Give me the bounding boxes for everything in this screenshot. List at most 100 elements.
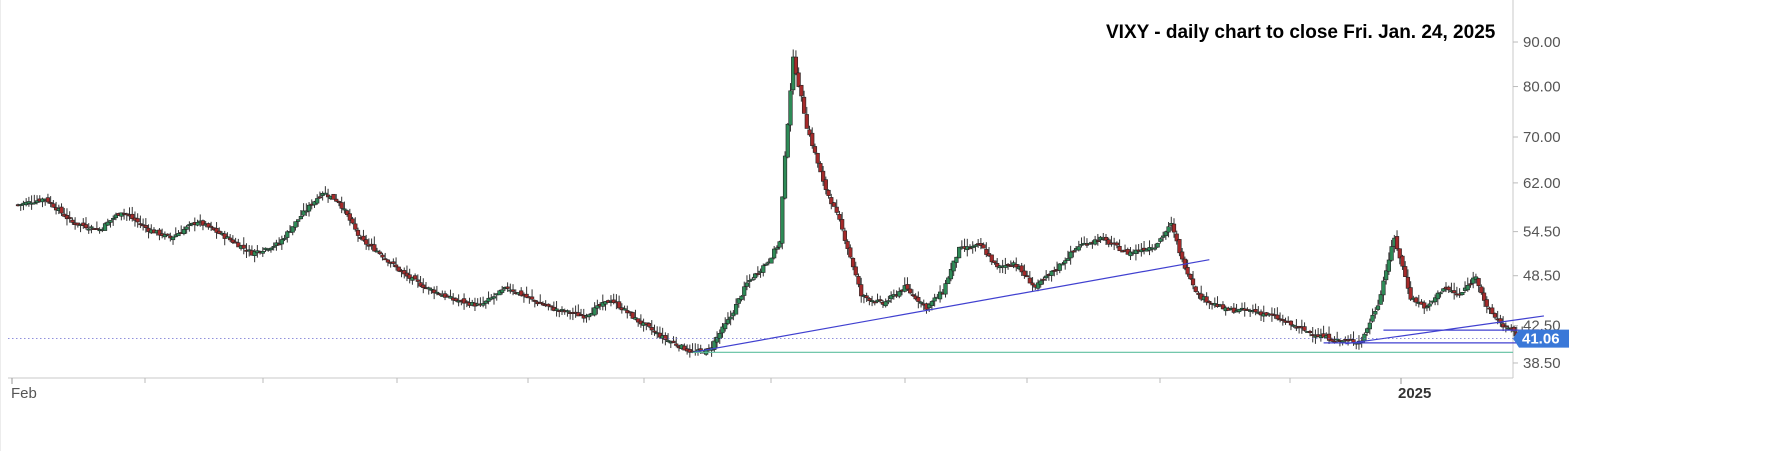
last-price-tag [1513, 329, 1569, 348]
candle-up [301, 210, 306, 216]
candle-down [1027, 277, 1032, 284]
candle-down [829, 197, 834, 205]
candle-up [1433, 297, 1438, 303]
candle-down [1041, 278, 1046, 281]
candle-up [1166, 226, 1171, 233]
candle-down [984, 249, 989, 255]
candle-down [529, 296, 535, 300]
candle-up [733, 304, 739, 315]
candle-down [165, 233, 170, 236]
candle-down [67, 217, 72, 219]
candle-up [181, 229, 187, 235]
candle-up [1139, 249, 1144, 253]
candle-down [135, 218, 140, 223]
candle-down [837, 214, 842, 220]
candle-down [1095, 240, 1100, 242]
candle-down [1180, 251, 1185, 260]
candle-up [108, 220, 113, 223]
candle-down [850, 257, 856, 268]
candle-down [1394, 236, 1400, 250]
candle-up [263, 247, 268, 250]
candle-down [364, 239, 369, 245]
candle-up [1291, 324, 1296, 327]
candle-down [377, 251, 382, 255]
candle-up [491, 296, 497, 299]
candle-up [1378, 294, 1383, 305]
candle-up [225, 236, 230, 239]
candle-up [937, 291, 943, 300]
candle-down [1288, 320, 1294, 326]
candle-up [486, 297, 491, 302]
candle-up [315, 198, 320, 204]
candle-up [785, 123, 790, 158]
candle-up [105, 221, 110, 226]
candle-down [345, 210, 350, 215]
candle-down [1022, 270, 1027, 276]
candle-down [418, 282, 423, 287]
candle-up [1060, 263, 1065, 266]
candle-down [671, 340, 676, 343]
candle-down [1008, 265, 1013, 268]
candle-down [407, 274, 412, 279]
candle-down [383, 258, 388, 261]
candle-down [1408, 287, 1413, 300]
candle-down [143, 225, 148, 228]
candle-up [1424, 306, 1430, 309]
candle-down [646, 323, 652, 327]
candle-up [742, 286, 747, 296]
candle-up [306, 204, 312, 212]
candle-up [1065, 258, 1071, 261]
candle-down [859, 284, 864, 297]
candle-down [532, 300, 537, 302]
candle-down [505, 286, 510, 289]
candle-up [298, 216, 303, 220]
candle-down [630, 312, 635, 319]
candle-down [617, 301, 622, 309]
candle-down [1400, 255, 1405, 267]
candle-up [587, 314, 592, 318]
candle-up [1128, 251, 1133, 257]
candle-up [1370, 314, 1375, 322]
candle-down [222, 233, 227, 239]
candle-up [89, 226, 94, 229]
candle-down [1019, 265, 1024, 273]
candle-up [1044, 275, 1049, 279]
candle-down [1351, 339, 1356, 343]
candle-up [595, 305, 600, 309]
candle-down [755, 273, 760, 275]
candle-down [372, 244, 377, 252]
candle-up [500, 289, 505, 293]
candle-down [796, 72, 801, 87]
candle-down [823, 179, 828, 190]
candle-down [981, 244, 986, 249]
candle-up [323, 192, 328, 195]
candle-up [1003, 265, 1008, 268]
candle-down [1280, 319, 1285, 321]
candle-up [943, 283, 948, 295]
candle-down [241, 244, 246, 249]
candle-down [1005, 264, 1011, 266]
candle-down [1220, 304, 1226, 310]
candle-down [461, 298, 467, 304]
candle-up [1049, 270, 1054, 276]
candle-down [1188, 273, 1193, 280]
candle-down [1204, 296, 1209, 303]
candle-down [799, 84, 804, 97]
candle-down [1422, 302, 1427, 309]
candle-down [1307, 330, 1313, 334]
candle-up [723, 323, 728, 330]
candle-down [546, 303, 551, 307]
candle-down [1302, 326, 1307, 331]
candle-up [1384, 270, 1389, 281]
candle-down [1501, 323, 1506, 328]
candle-down [453, 298, 459, 302]
candle-down [442, 293, 448, 298]
candle-down [611, 299, 616, 303]
candle-up [946, 277, 951, 285]
candle-down [70, 219, 75, 223]
candle-up [886, 300, 891, 303]
candle-up [1237, 308, 1242, 312]
candle-up [34, 200, 40, 203]
